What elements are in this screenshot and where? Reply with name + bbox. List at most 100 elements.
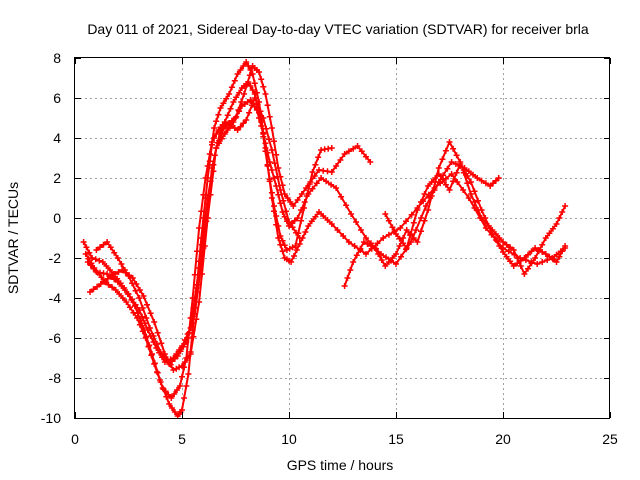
data-point	[136, 307, 143, 313]
data-point	[309, 185, 316, 192]
data-point	[260, 83, 267, 90]
data-point	[318, 175, 325, 181]
data-point	[311, 173, 318, 179]
data-point	[140, 293, 147, 299]
data-point	[343, 202, 350, 209]
data-point	[514, 260, 521, 267]
data-point	[154, 329, 161, 336]
data-point	[514, 255, 521, 261]
data-point	[396, 243, 403, 249]
data-point	[268, 147, 275, 153]
data-point	[305, 223, 312, 229]
data-point	[378, 257, 385, 263]
data-point	[485, 223, 492, 229]
data-point	[271, 175, 277, 181]
data-point	[237, 67, 244, 73]
data-point	[549, 256, 556, 263]
data-point	[492, 237, 499, 243]
data-point	[206, 191, 213, 198]
data-point	[380, 235, 387, 241]
data-point	[503, 241, 510, 248]
data-point	[432, 175, 439, 181]
x-axis-label: GPS time / hours	[287, 457, 394, 473]
data-point	[109, 284, 116, 291]
series-line	[384, 163, 567, 267]
y-tick-label: -4	[49, 290, 62, 306]
data-point	[398, 253, 404, 260]
data-point	[251, 95, 258, 101]
data-point	[453, 152, 460, 159]
data-point	[177, 348, 184, 355]
data-point	[147, 310, 154, 317]
data-point	[209, 139, 215, 145]
data-point	[142, 335, 149, 341]
data-point	[393, 261, 399, 267]
data-point	[275, 223, 282, 229]
data-point	[410, 219, 417, 226]
data-point	[266, 176, 273, 183]
data-point	[266, 159, 273, 165]
data-point	[232, 115, 239, 121]
data-point	[510, 263, 517, 269]
data-point	[338, 193, 345, 200]
data-point	[284, 195, 291, 201]
data-point	[525, 265, 531, 272]
data-series	[80, 59, 569, 419]
data-point	[410, 235, 417, 241]
data-point	[231, 77, 238, 84]
data-point	[187, 351, 194, 357]
data-point	[92, 256, 99, 263]
data-point	[156, 377, 163, 383]
data-point	[350, 259, 357, 265]
data-point	[360, 239, 367, 245]
data-point	[345, 239, 352, 245]
data-point	[224, 112, 231, 119]
data-point	[353, 252, 360, 259]
data-point	[435, 171, 442, 177]
data-point	[163, 357, 170, 363]
data-point	[237, 123, 244, 130]
data-point	[333, 163, 340, 169]
data-point	[273, 151, 280, 158]
data-point	[87, 262, 94, 269]
data-point	[132, 287, 139, 294]
data-point	[248, 102, 255, 109]
data-point	[425, 183, 432, 189]
data-point	[139, 328, 146, 335]
data-point	[169, 405, 175, 411]
data-point	[246, 109, 253, 116]
data-point	[316, 209, 322, 215]
data-point	[118, 261, 125, 267]
data-point	[358, 148, 365, 155]
data-point	[389, 255, 396, 261]
data-point	[268, 125, 275, 131]
data-point	[542, 235, 549, 241]
data-point	[90, 286, 97, 293]
data-point	[260, 131, 267, 137]
axis-ticks: 0 5 10 15 20 25 -10 -8 -6 -4 -2 0 2 4 6 8	[41, 50, 618, 447]
data-point	[228, 84, 235, 91]
data-point	[313, 180, 320, 187]
data-point	[559, 248, 566, 255]
data-point	[312, 213, 319, 220]
data-point	[264, 163, 271, 169]
data-point	[186, 329, 193, 336]
data-point	[400, 240, 407, 247]
data-point	[181, 395, 188, 401]
data-point	[328, 169, 335, 175]
data-point	[213, 118, 220, 125]
data-point	[107, 244, 114, 251]
data-point	[114, 255, 121, 261]
data-point	[243, 59, 250, 65]
data-point	[228, 117, 235, 124]
data-point	[408, 211, 415, 218]
data-point	[123, 299, 130, 305]
data-point	[374, 240, 381, 247]
data-point	[442, 147, 449, 154]
data-point	[184, 355, 191, 361]
data-point	[224, 127, 231, 133]
data-point	[209, 165, 215, 171]
data-point	[351, 243, 358, 249]
data-point	[303, 185, 310, 191]
data-point	[154, 341, 160, 347]
